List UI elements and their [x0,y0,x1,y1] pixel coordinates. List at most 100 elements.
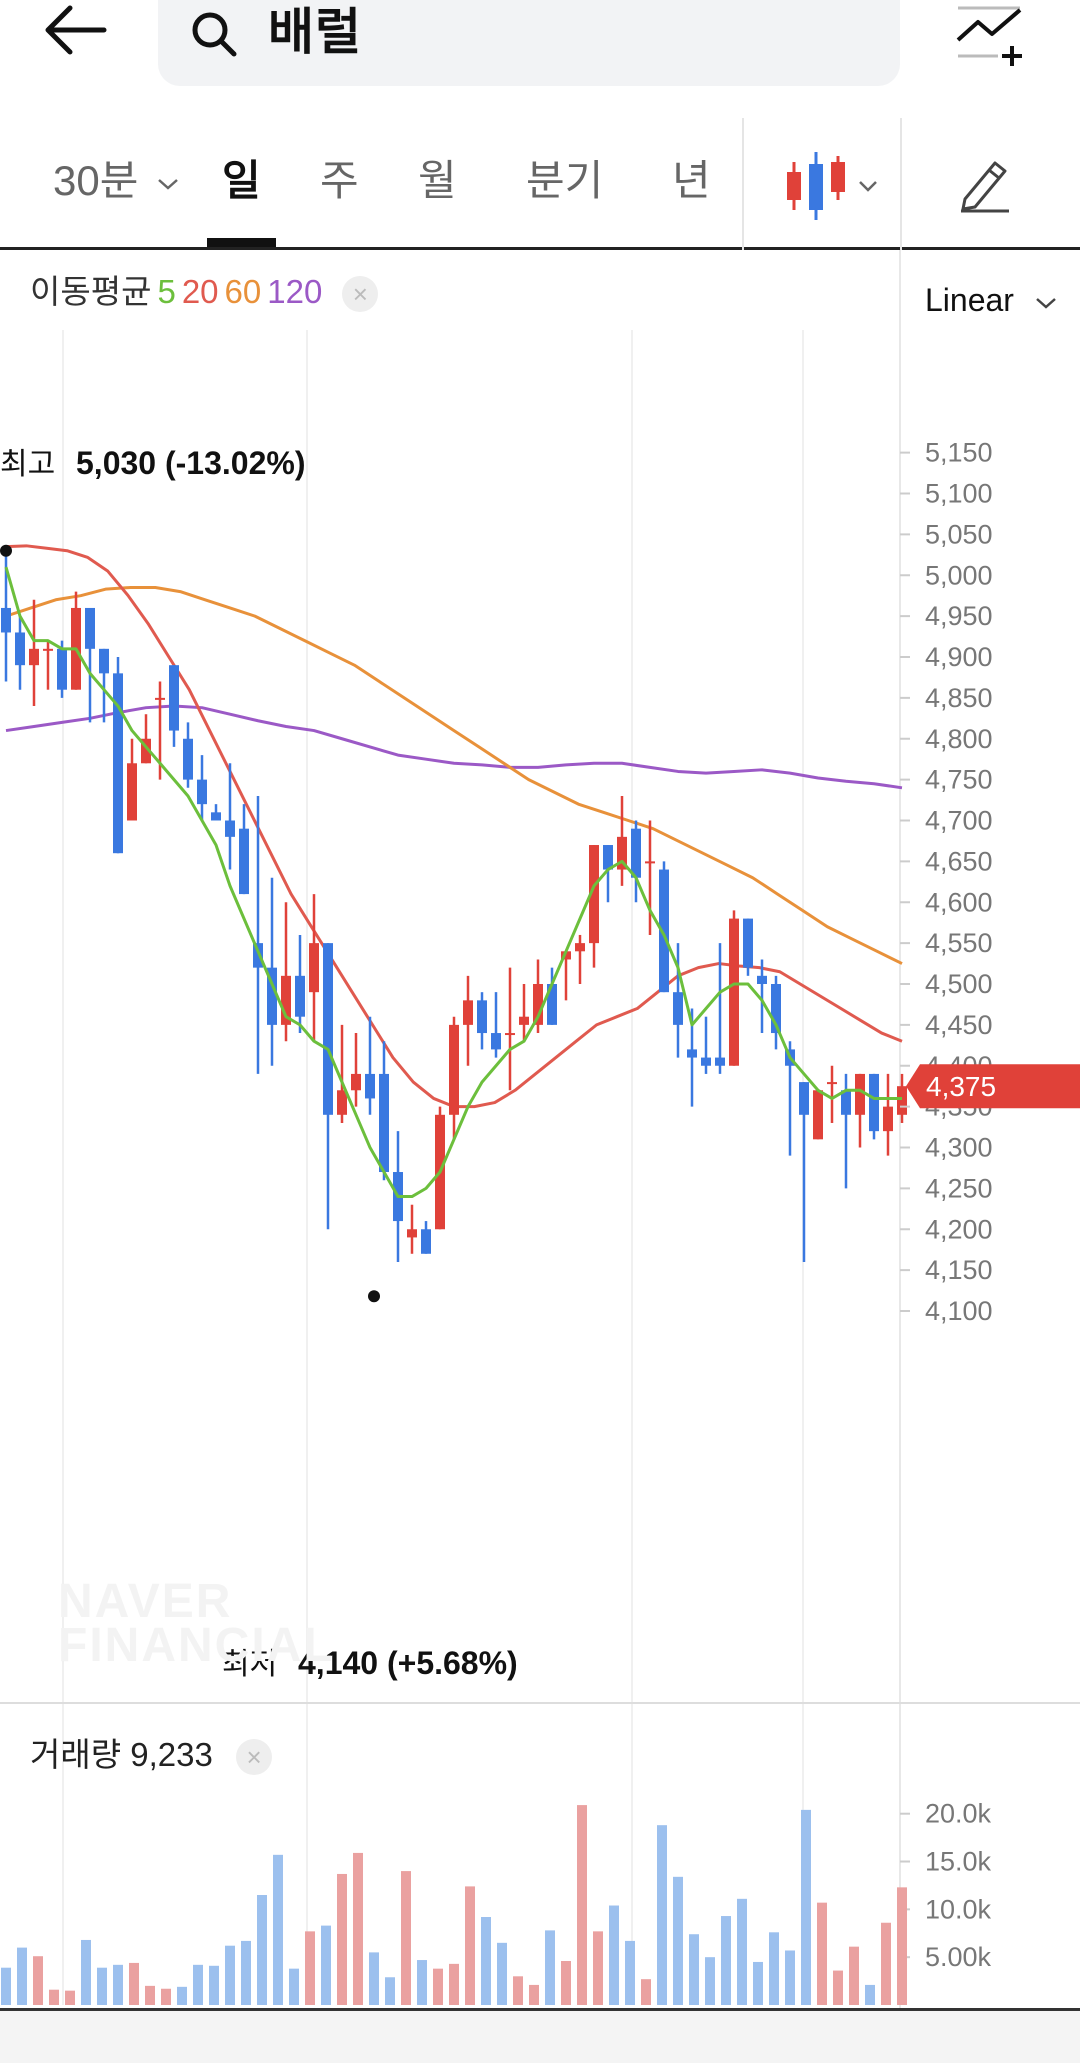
tab-quarter[interactable]: 분기 [526,157,604,204]
chevron-down-icon [158,178,178,190]
candle-body [351,1073,361,1091]
volume-bar [673,1876,683,2005]
volume-bar [1,1967,11,2005]
price-tick-label: 5,000 [925,560,993,590]
volume-bar [817,1902,827,2005]
ma-close-icon[interactable]: × [342,276,379,313]
candle-body [379,1073,389,1173]
candle-body [155,697,165,700]
candle-body [309,943,319,993]
price-chart[interactable]: 5,150 5,100 5,050 5,000 4,950 4,900 4,850 4,800… [0,250,1080,2008]
volume-bar [193,1964,203,2005]
scale-selector[interactable]: Linear [925,280,1059,320]
moving-average-legend[interactable]: 이동평균 5 20 60 120 × [30,272,384,313]
volume-bar [49,1989,59,2005]
price-tick-label: 5,050 [925,519,993,549]
candles [1,550,907,1262]
volume-tick-label: 10.0k [925,1894,992,1924]
ma120-line [5,704,903,790]
divider [742,118,744,250]
price-tick-label: 4,150 [925,1255,993,1285]
candle-body [141,738,151,764]
volume-bar [401,1871,411,2005]
candle-body [211,812,221,821]
search-box[interactable]: 배럴 [158,0,900,86]
volume-bar [753,1961,763,2005]
price-tick-label: 4,300 [925,1133,993,1163]
volume-value: 9,233 [130,1736,213,1773]
volume-bar [737,1898,747,2005]
price-tick-label: 4,500 [925,969,993,999]
price-tick-label: 4,450 [925,1010,993,1040]
candlestick-icon [787,152,877,220]
ma5-line [4,566,902,1199]
candle-body [127,763,137,821]
volume-bar [881,1922,891,2005]
candle-body [113,673,123,854]
price-tick-label: 4,700 [925,806,993,836]
volume-bar [865,1984,875,2005]
volume-bar [641,1979,651,2005]
back-button[interactable] [40,0,120,70]
add-indicator-button[interactable] [950,0,1030,80]
candle-body [267,967,277,1025]
volume-bar [849,1946,859,2005]
low-prefix: 최저 [222,1648,277,1681]
candle-body [57,648,67,690]
candle-body [897,1086,907,1115]
volume-bar [801,1809,811,2005]
candle-body [323,943,333,1115]
price-axis: 5,150 5,100 5,050 5,000 4,950 4,900 4,850 4,800… [900,438,993,1326]
volume-label: 거래량 [30,1736,122,1773]
tab-week[interactable]: 주 [320,157,359,204]
volume-bar [65,1990,75,2005]
ma60-path [5,586,903,965]
volume-close-icon[interactable]: × [236,1739,273,1776]
candle-body [197,779,207,805]
ma120-path [5,704,903,790]
volume-tick-label: 20.0k [925,1799,992,1829]
volume-tick-label: 5.00k [925,1942,992,1972]
volume-bar [337,1873,347,2005]
volume-bar [609,1905,619,2005]
candle-body [239,828,249,895]
volume-bar [385,1977,395,2005]
candle-body [477,1000,487,1034]
tab-30min[interactable]: 30분 [53,156,180,206]
candle-body [841,1090,851,1115]
candle-body [365,1073,375,1099]
price-tick-label: 4,600 [925,887,993,917]
volume-bar [481,1917,491,2005]
volume-bar [209,1965,219,2005]
volume-bar [257,1895,267,2005]
top-bar: 배럴 [0,0,1080,118]
candle-body [547,984,557,1025]
volume-legend[interactable]: 거래량 9,233 × [30,1735,273,1776]
volume-bar [433,1968,443,2005]
volume-bar [625,1940,635,2005]
search-query[interactable]: 배럴 [268,4,362,60]
candle-body [281,975,291,1025]
candle-body [1,607,11,633]
volume-bar [241,1940,251,2005]
volume-bar [273,1854,283,2005]
date-axis [0,2008,1080,2063]
volume-bar [465,1886,475,2005]
price-tick-label: 4,950 [925,601,993,631]
candle-body [589,845,599,944]
volume-bar [833,1970,843,2005]
candle-body [99,648,109,674]
drawing-tool-button[interactable] [955,153,1015,213]
tab-month[interactable]: 월 [418,157,457,204]
candle-body [659,869,669,993]
volume-bar [353,1852,363,2005]
volume-bar [561,1961,571,2005]
tab-year[interactable]: 년 [672,157,711,204]
volume-bar [529,1984,539,2005]
volume-bar [593,1931,603,2005]
candle-body [533,984,543,1025]
chart-type-selector[interactable] [780,148,890,228]
candle-body [757,975,767,984]
tab-day[interactable]: 일 [222,157,261,204]
price-tick-label: 4,900 [925,642,993,672]
